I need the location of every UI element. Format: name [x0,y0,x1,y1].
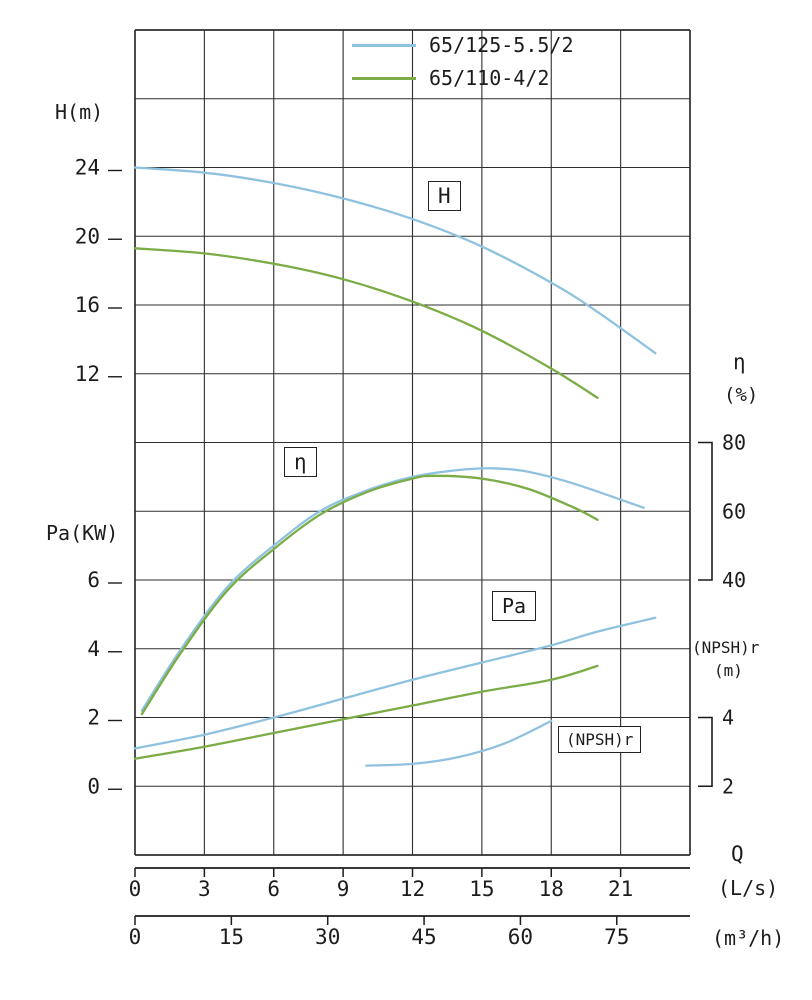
legend-item: 65/110-4/2 [352,65,574,91]
x-axis-ls-label: 12 [400,877,425,901]
eta-axis-title: η [733,350,746,374]
pa-axis-tick-label: 0 [87,774,100,798]
legend-line-swatch [352,76,416,80]
curve-pa-65-125-5-5-2 [133,616,657,750]
q-axis-title: Q [731,842,744,866]
npsh-curve-label: (NPSH)r [558,726,642,753]
x-axis-m3h-label: 45 [411,925,436,949]
curve-eta-65-110-4-2 [140,474,599,716]
legend-label: 65/125-5.5/2 [429,33,574,57]
h-curve-label: H [428,181,461,211]
x-axis-m3h-label: 60 [508,925,533,949]
x-axis-ls-label: 18 [539,877,564,901]
eta-curve-label: η [284,447,317,477]
eta-axis-tick-label: 40 [722,568,746,592]
npsh-axis-bracket [698,716,713,788]
legend-line-swatch [352,43,416,47]
eta-axis-tick-label: 60 [722,499,746,523]
x-axis-m3h-label: 0 [129,925,142,949]
x-axis-ls-label: 9 [337,877,350,901]
eta-axis-tick-label: 80 [722,431,746,455]
legend-item: 65/125-5.5/2 [352,32,574,58]
x-axis-ls-label: 0 [129,877,142,901]
pa-axis-tick-label: 2 [87,706,100,730]
h-axis-tick-label: 20 [75,224,100,248]
npsh-axis-tick-label: 2 [722,774,734,798]
pa-axis-tick-label: 4 [87,637,100,661]
h-axis-tick-label: 16 [75,293,100,317]
x-axis-m3h-label: 15 [219,925,244,949]
eta-axis-unit: (%) [724,384,759,406]
ls-axis-unit: (L/s) [718,876,779,900]
eta-axis-bracket [698,441,713,581]
x-axis-ls-label: 6 [267,877,280,901]
x-axis-ls-label: 21 [608,877,633,901]
curve-pa-65-110-4-2 [133,664,599,760]
h-axis-tick-label: 12 [75,362,100,386]
curve-h-65-125-5-5-2 [133,166,657,355]
curve-eta-65-125-5-5-2 [140,467,645,712]
pa-axis-tick-label: 6 [87,568,100,592]
pa-axis-title: Pa(KW) [46,521,119,545]
legend-label: 65/110-4/2 [429,66,550,90]
npsh-axis-title: (NPSH)r [692,638,760,657]
m3h-axis-unit: (m³/h) [712,926,785,950]
x-axis-m3h-label: 30 [315,925,340,949]
curve-npshr-65-125-5-5-2 [365,719,553,767]
legend: 65/125-5.5/2 65/110-4/2 [352,32,574,91]
x-axis-ls-label: 15 [469,877,494,901]
h-axis-title: H(m) [55,100,104,124]
curve-h-65-110-4-2 [133,247,599,399]
x-axis-m3h-label: 75 [604,925,629,949]
npsh-axis-tick-label: 4 [722,706,734,730]
x-axis-ls-label: 3 [198,877,211,901]
pa-curve-label: Pa [492,591,537,621]
h-axis-tick-label: 24 [75,156,100,180]
npsh-axis-unit: (m) [714,661,743,680]
